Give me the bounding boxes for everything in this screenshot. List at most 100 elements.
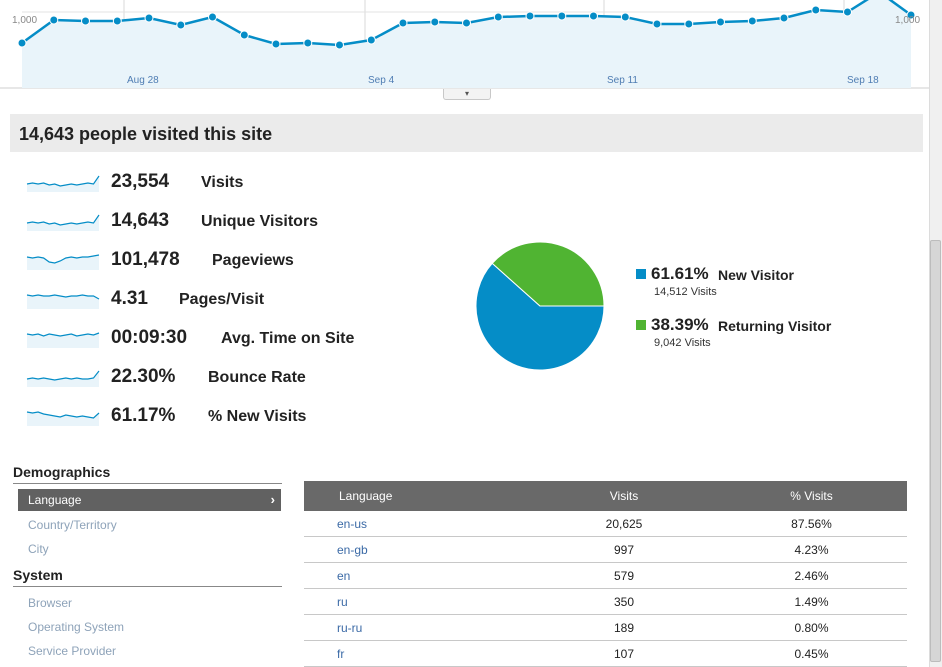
page-scrollbar[interactable] — [929, 0, 942, 667]
column-header-pct-visits[interactable]: % Visits — [790, 489, 833, 503]
data-point[interactable] — [144, 13, 154, 23]
x-axis-label: Sep 18 — [847, 75, 879, 86]
table-row: en-gb 997 4.23% — [304, 537, 907, 563]
pie-slice-returning-visitor[interactable] — [491, 241, 605, 307]
data-point[interactable] — [49, 15, 59, 25]
data-point[interactable] — [112, 16, 122, 26]
data-point[interactable] — [620, 12, 630, 22]
data-point[interactable] — [271, 39, 281, 49]
sidebar-item-browser[interactable]: Browser — [28, 596, 73, 610]
pct-visits-value: 0.80% — [794, 621, 829, 635]
language-link[interactable]: en-us — [337, 517, 368, 531]
metric-value: 14,643 — [111, 210, 170, 231]
sidebar-item-language-label: Language — [28, 493, 82, 507]
legend-name-new-visitor: New Visitor — [718, 267, 794, 283]
sparkline-line — [26, 294, 100, 300]
data-point[interactable] — [589, 11, 598, 21]
metric-label: Pageviews — [212, 252, 294, 269]
sparkline-area — [27, 176, 99, 192]
x-axis-label: Sep 11 — [607, 75, 638, 86]
table-header: Language Visits % Visits — [304, 481, 907, 511]
visits-value: 579 — [613, 569, 635, 583]
language-link[interactable]: en — [337, 569, 351, 583]
data-point[interactable] — [335, 40, 344, 50]
data-point[interactable] — [652, 19, 662, 29]
data-point[interactable] — [493, 12, 503, 22]
sparkline-chart — [26, 370, 100, 387]
language-link[interactable]: en-gb — [337, 543, 368, 557]
sparkline-area — [27, 333, 99, 348]
pie-slice-new-visitor[interactable] — [475, 262, 605, 371]
sparkline-area — [27, 215, 99, 231]
data-point[interactable] — [430, 17, 440, 27]
overview-y-label-left: 1,000 — [12, 15, 37, 26]
summary-header: 14,643 people visited this site — [10, 114, 923, 152]
metric-row: 00:09:30 Avg. Time on Site — [26, 326, 366, 354]
x-axis-label: Aug 28 — [127, 75, 159, 86]
metric-label: % New Visits — [208, 408, 307, 425]
pct-visits-value: 2.46% — [794, 569, 829, 583]
language-link[interactable]: ru — [337, 595, 348, 609]
visits-value: 350 — [613, 595, 635, 609]
data-point[interactable] — [462, 18, 471, 28]
sidebar-item-service-provider[interactable]: Service Provider — [28, 644, 117, 658]
overview-chart-area — [22, 0, 911, 88]
column-header-visits[interactable]: Visits — [609, 489, 639, 503]
scrollbar-thumb[interactable] — [930, 240, 941, 662]
sparkline-chart — [26, 254, 100, 270]
legend-name-returning-visitor: Returning Visitor — [718, 318, 832, 334]
data-point[interactable] — [747, 16, 757, 26]
sparkline-line — [26, 411, 100, 419]
legend-visits-new-visitor: 14,512 Visits — [654, 286, 717, 298]
sparkline-line — [26, 332, 100, 337]
data-point[interactable] — [906, 10, 916, 20]
legend-swatch-returning-visitor — [636, 320, 646, 330]
sparkline-chart — [26, 175, 100, 192]
system-heading: System — [13, 567, 282, 587]
summary-title: 14,643 people visited this site — [19, 124, 273, 144]
metric-value: 101,478 — [111, 249, 180, 270]
table-row: fr 107 0.45% — [304, 641, 907, 667]
data-point[interactable] — [684, 19, 694, 29]
metric-value: 4.31 — [111, 288, 148, 309]
data-point[interactable] — [176, 20, 186, 30]
sparkline-chart — [26, 294, 100, 309]
demographics-heading: Demographics — [13, 464, 282, 484]
table-row: ru-ru 189 0.80% — [304, 615, 907, 641]
column-header-language[interactable]: Language — [339, 489, 393, 503]
data-point[interactable] — [525, 11, 535, 21]
data-point[interactable] — [366, 35, 376, 45]
metric-label: Avg. Time on Site — [221, 330, 355, 347]
language-link[interactable]: ru-ru — [337, 621, 363, 635]
visitor-type-pie-chart — [474, 240, 606, 372]
table-row: ru 350 1.49% — [304, 589, 907, 615]
sidebar-item-country-territory[interactable]: Country/Territory — [28, 518, 117, 532]
sparkline-chart — [26, 411, 100, 426]
data-point[interactable] — [81, 16, 90, 26]
data-point[interactable] — [811, 5, 821, 15]
data-point[interactable] — [557, 11, 567, 21]
data-point[interactable] — [716, 17, 725, 27]
sidebar-item-language[interactable]: Language › — [18, 489, 281, 511]
sparkline-line — [26, 370, 100, 381]
metric-value: 00:09:30 — [111, 327, 188, 348]
table-row: en-us 20,625 87.56% — [304, 511, 907, 537]
data-point[interactable] — [779, 13, 789, 23]
data-point[interactable] — [303, 38, 313, 48]
metric-value: 61.17% — [111, 405, 176, 426]
x-axis-label: Sep 4 — [368, 75, 395, 86]
data-point[interactable] — [17, 38, 27, 48]
sparkline-area — [27, 255, 99, 270]
metric-row: 23,554 Visits — [26, 170, 366, 198]
sidebar-item-city[interactable]: City — [28, 542, 49, 556]
data-point[interactable] — [398, 18, 408, 28]
visits-value: 107 — [613, 647, 635, 661]
language-link[interactable]: fr — [337, 647, 345, 661]
metric-label: Pages/Visit — [179, 291, 265, 308]
data-point[interactable] — [208, 12, 217, 22]
sidebar-item-operating-system[interactable]: Operating System — [28, 620, 125, 634]
data-point[interactable] — [843, 7, 852, 17]
metric-value: 23,554 — [111, 171, 170, 192]
collapse-chart-toggle[interactable]: ▾ — [443, 89, 491, 100]
data-point[interactable] — [239, 30, 249, 40]
